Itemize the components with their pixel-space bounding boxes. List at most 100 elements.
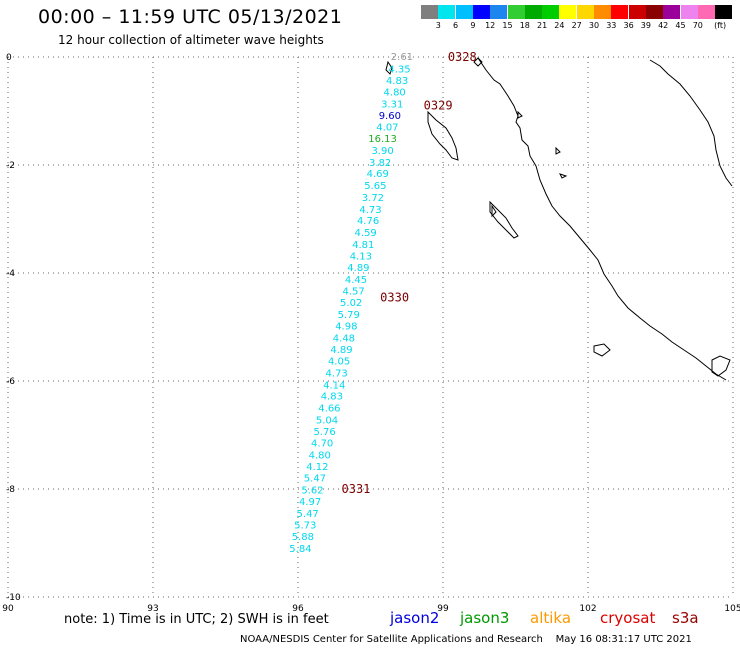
satellite-name: cryosat [600,609,656,627]
small-island-b [559,173,568,179]
legend-swatch [559,5,577,19]
legend-swatch [438,5,456,19]
y-tick-label: -8 [6,485,15,495]
wave-height-value: 4.14 [323,380,345,391]
wave-height-value: 4.05 [328,357,350,368]
legend-unit: (ft) [714,21,727,30]
java-west [711,355,731,377]
satellite-name: altika [530,609,572,627]
wave-height-value: 16.13 [368,134,397,145]
legend-swatch [628,5,646,19]
legend-label: 70 [692,21,703,30]
y-tick-label: -6 [6,377,15,387]
legend-label: 21 [537,21,548,30]
wave-height-value: 4.73 [359,205,381,216]
wave-height-value: 3.90 [371,146,393,157]
legend-label: 15 [502,21,513,30]
sipora-island [491,204,497,218]
nias-island [427,110,459,161]
x-tick-label: 96 [292,604,304,614]
time-label: 0328 [448,50,477,64]
legend-label: 30 [588,21,600,30]
wave-height-value: 4.45 [345,275,367,286]
satellite-name: jason3 [460,609,510,627]
siberut-island [489,200,519,239]
wave-height-value: 4.48 [333,333,355,344]
legend-swatch [490,5,508,19]
axis-tick-labels: 90 93 96 99 102 105 0 -2 -4 -6 -8 -10 [2,53,740,614]
wave-height-value: 4.97 [299,497,321,508]
note-text: note: 1) Time is in UTC; 2) SWH is in fe… [64,612,329,627]
sumatra-coast [477,57,727,381]
x-tick-label: 105 [724,604,740,614]
legend-swatch [421,5,438,19]
wave-height-value: 4.59 [355,228,377,239]
wave-height-value: 2.61 [391,52,413,63]
wave-height-value: 5.79 [338,310,360,321]
malaysia-coast [649,59,733,187]
legend-swatch [524,5,542,19]
satellite-name: s3a [672,609,699,627]
legend-swatch [594,5,611,19]
wave-height-value: 4.98 [335,321,357,332]
legend-swatch [611,5,629,19]
legend-label: 36 [623,21,634,30]
legend-swatch [715,5,733,19]
wave-height-value: 4.07 [376,123,398,134]
legend-label: 18 [519,21,530,30]
wave-height-value: 3.72 [362,193,384,204]
wave-height-value: 4.35 [388,64,410,75]
legend-label: 27 [571,21,582,30]
legend-label: 42 [658,21,669,30]
page-subtitle: 12 hour collection of altimeter wave hei… [58,33,324,47]
legend-swatch [697,5,715,19]
legend-swatch [663,5,681,19]
wave-height-value: 5.62 [301,486,323,497]
footer-credit: NOAA/NESDIS Center for Satellite Applica… [240,634,692,645]
wave-height-value: 5.04 [316,415,338,426]
wave-height-value: 4.13 [350,251,372,262]
wave-height-value: 5.73 [294,521,316,532]
y-tick-label: -4 [6,269,15,279]
wave-height-value: 4.81 [352,240,374,251]
wave-height-value: 4.57 [342,286,364,297]
legend-label: 9 [470,21,476,30]
legend-label: 3 [435,21,441,30]
wave-height-value: 4.83 [321,392,343,403]
time-label: 0331 [342,482,371,496]
wave-height-value: 5.02 [340,298,362,309]
wave-height-value: 4.12 [306,462,328,473]
wave-height-value: 5.84 [289,544,311,555]
wave-height-value: 5.76 [313,427,335,438]
wave-height-value: 5.65 [364,181,386,192]
y-tick-label: -2 [6,161,15,171]
page-title: 00:00 – 11:59 UTC 05/13/2021 [38,6,343,28]
simeulue-island [385,60,393,75]
small-island-c [517,110,523,119]
wave-height-value: 4.80 [384,88,406,99]
wave-height-value: 5.47 [297,509,319,520]
wave-height-value: 4.70 [311,439,333,450]
wave-height-value: 9.60 [379,111,401,122]
legend-swatch [680,5,698,19]
small-island-a [555,146,561,155]
x-tick-label: 93 [147,604,158,614]
legend-swatch [542,5,560,19]
coastline [385,57,733,381]
wave-height-value: 4.89 [347,263,369,274]
legend-swatch [576,5,594,19]
legend-label: 45 [675,21,686,30]
wave-height-value: 4.69 [367,169,389,180]
wave-height-value: 4.66 [318,404,340,415]
sumatra-north [473,57,483,67]
x-tick-label: 90 [2,604,14,614]
legend-swatch [645,5,663,19]
x-tick-label: 99 [437,604,449,614]
legend-label: 12 [485,21,496,30]
y-tick-label: 0 [6,53,12,63]
wave-height-value: 3.82 [369,158,391,169]
legend-label: 39 [640,21,651,30]
time-labels: 0328 0329 0330 0331 [342,50,477,496]
wave-height-value: 3.31 [381,100,403,111]
